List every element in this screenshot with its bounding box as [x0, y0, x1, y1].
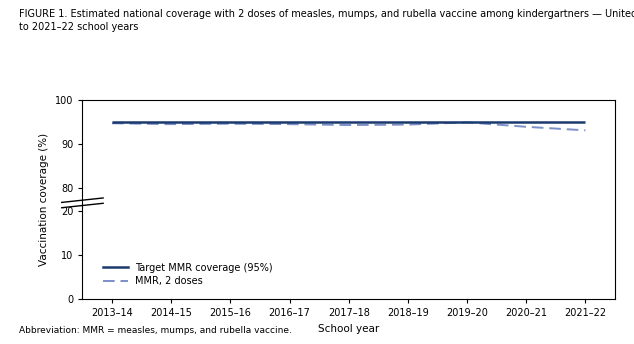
Text: FIGURE 1. Estimated national coverage with 2 doses of measles, mumps, and rubell: FIGURE 1. Estimated national coverage wi… [19, 9, 634, 19]
X-axis label: School year: School year [318, 324, 379, 334]
Text: to 2021–22 school years: to 2021–22 school years [19, 22, 138, 32]
Legend: Target MMR coverage (95%), MMR, 2 doses: Target MMR coverage (95%), MMR, 2 doses [103, 262, 273, 287]
Y-axis label: Vaccination coverage (%): Vaccination coverage (%) [39, 133, 49, 266]
Text: Abbreviation: MMR = measles, mumps, and rubella vaccine.: Abbreviation: MMR = measles, mumps, and … [19, 326, 292, 335]
